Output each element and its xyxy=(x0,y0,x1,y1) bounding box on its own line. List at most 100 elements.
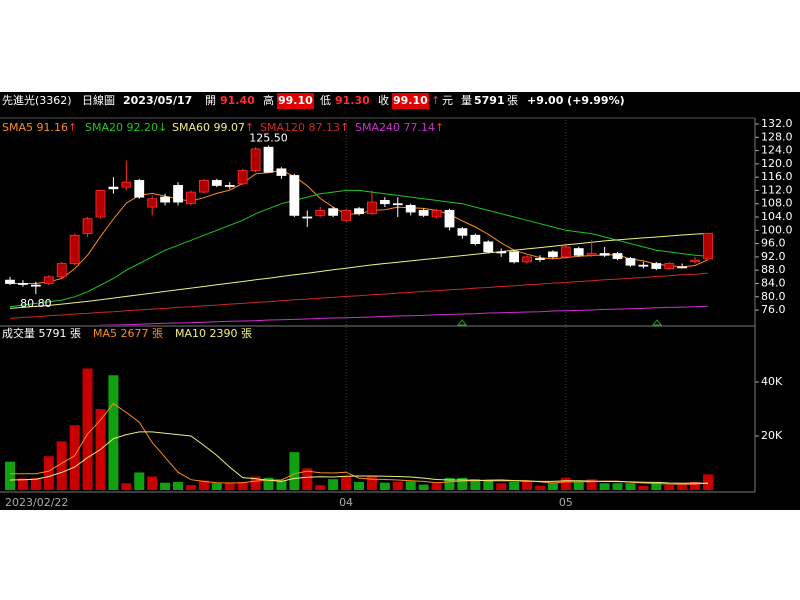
volume-name: 量 xyxy=(461,94,472,107)
legend-value: 2677 xyxy=(121,327,149,340)
candle-body xyxy=(379,200,390,205)
volume-bar xyxy=(134,472,145,490)
candle-body xyxy=(457,228,468,236)
ma-line xyxy=(9,431,709,484)
low-annotation: 80.80 xyxy=(20,297,52,310)
y-tick-label: 124.0 xyxy=(761,144,793,157)
candle-body xyxy=(496,251,507,254)
legend-name: 成交量 xyxy=(2,326,35,340)
volume-bar xyxy=(573,481,584,490)
volume-bar xyxy=(43,456,54,490)
legend-name: SMA5 xyxy=(2,121,33,134)
y-tick-label: 120.0 xyxy=(761,157,793,170)
quote-arrow: ↑ xyxy=(431,94,440,107)
volume-bar xyxy=(341,476,352,490)
legend-value: 77.14 xyxy=(404,121,436,134)
y-tick-label: 104.0 xyxy=(761,210,793,223)
candle-body xyxy=(573,248,584,256)
quote-value: 91.30 xyxy=(335,94,370,107)
quote-name: 低 xyxy=(320,94,331,107)
volume-bar xyxy=(379,482,390,490)
volume-bar xyxy=(263,477,274,490)
volume-bar xyxy=(638,485,649,490)
legend-value: 91.16 xyxy=(37,121,69,134)
volume-bar xyxy=(237,481,248,490)
quote-value: 99.10 xyxy=(278,94,313,107)
volume-bar xyxy=(599,483,610,490)
candle-body xyxy=(444,209,455,228)
candle-body xyxy=(69,234,80,264)
volume-bar xyxy=(366,476,377,490)
y-tick-label: 76.0 xyxy=(761,303,786,316)
ma-line xyxy=(9,272,709,319)
candle-body xyxy=(108,186,119,190)
candle-body xyxy=(56,263,67,278)
legend-value: 99.07 xyxy=(214,121,246,134)
legend-trend: ↑ xyxy=(68,121,77,134)
legend-trend: ↑ xyxy=(435,121,444,134)
volume-bar xyxy=(457,477,468,490)
quote-value: 99.10 xyxy=(393,94,428,107)
legend-trend: ↑ xyxy=(245,121,254,134)
volume-bar xyxy=(651,483,662,490)
candle-body xyxy=(198,180,209,193)
candle-body xyxy=(30,284,41,287)
volume-bar xyxy=(470,479,481,490)
volume-bar xyxy=(444,477,455,490)
legend-trend: ↓ xyxy=(158,121,167,134)
volume-bar xyxy=(289,452,300,490)
chart-period: 日線圖 xyxy=(82,93,115,107)
y-tick-label: 40K xyxy=(761,375,783,388)
legend-unit: 張 xyxy=(152,327,163,340)
candle-body xyxy=(250,148,261,171)
legend-value: 5791 xyxy=(39,327,67,340)
candle-body xyxy=(354,208,364,215)
price-change: +9.00 (+9.99%) xyxy=(527,94,625,107)
volume-bar xyxy=(173,481,184,490)
candle-body xyxy=(522,256,532,263)
volume-bar xyxy=(612,483,623,490)
chart-background xyxy=(0,92,800,510)
volume-bar xyxy=(690,481,701,490)
candle-body xyxy=(651,263,662,269)
stock-title: 先進光(3362) xyxy=(2,93,72,107)
quote-date: 2023/05/17 xyxy=(123,94,192,107)
candle-body xyxy=(224,185,235,187)
volume-bar xyxy=(224,483,235,490)
candle-body xyxy=(315,209,326,216)
candle-body xyxy=(560,246,571,258)
candle-body xyxy=(276,168,287,176)
candle-body xyxy=(341,209,351,221)
volume-bar xyxy=(211,483,222,490)
high-annotation: 125.50 xyxy=(249,132,288,145)
y-tick-label: 20K xyxy=(761,429,783,442)
volume-bar xyxy=(30,477,41,490)
legend-entry: SMA5 91.16↑ xyxy=(2,121,77,134)
volume-bar xyxy=(315,485,326,490)
candle-body xyxy=(302,216,313,219)
candle-body xyxy=(263,146,274,173)
volume-bar xyxy=(302,468,313,490)
volume-bar xyxy=(56,441,67,490)
candle-body xyxy=(134,180,145,198)
volume-bar xyxy=(405,481,416,490)
legend-trend: ↑ xyxy=(340,121,349,134)
legend-name: SMA60 xyxy=(172,121,210,134)
quote-highlight xyxy=(392,93,429,109)
legend-unit: 張 xyxy=(241,327,252,340)
candle-body xyxy=(95,190,106,218)
quote-value: 91.40 xyxy=(220,94,255,107)
candle-body xyxy=(431,209,442,218)
candle-body xyxy=(483,241,494,253)
quote-name: 收 xyxy=(378,93,389,107)
candle-body xyxy=(599,253,610,256)
legend-value: 92.20 xyxy=(127,121,159,134)
y-tick-label: 132.0 xyxy=(761,117,793,130)
candle-body xyxy=(405,204,416,213)
candle-body xyxy=(509,251,520,263)
volume-bar xyxy=(354,481,364,490)
candle-body xyxy=(18,283,28,285)
volume-bar xyxy=(5,461,15,490)
volume-bar xyxy=(522,480,533,490)
